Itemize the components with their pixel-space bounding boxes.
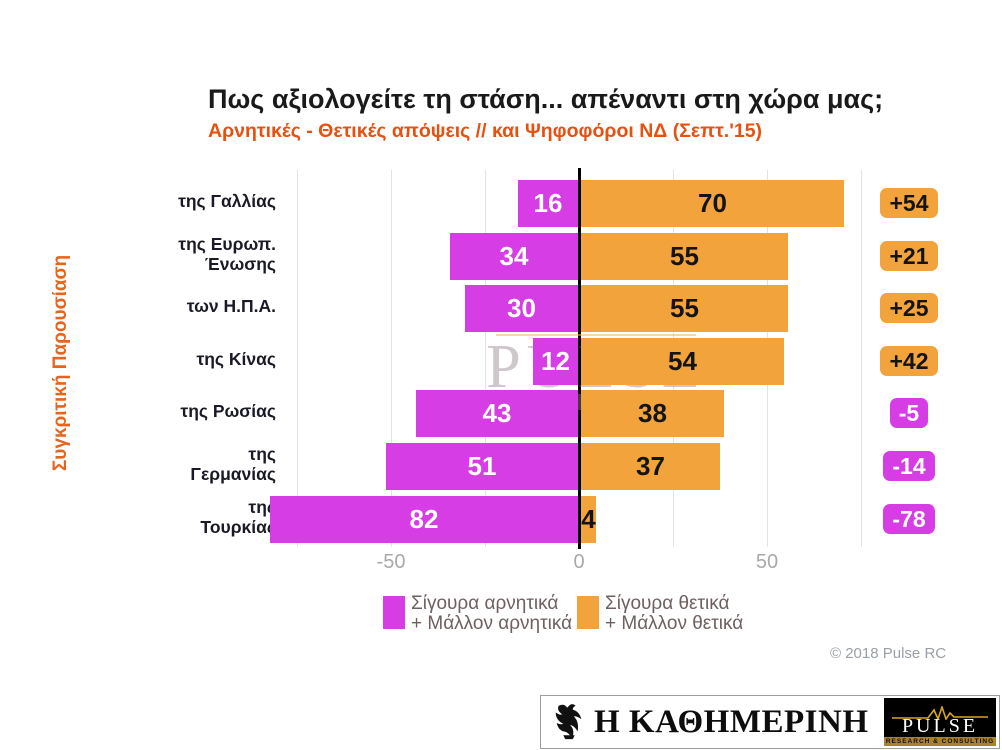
category-label: της Γερμανίας [190, 443, 276, 484]
bar-negative: 16 [518, 180, 578, 227]
page-subtitle: Αρνητικές - Θετικές απόψεις // και Ψηφοφ… [208, 120, 763, 142]
bar-value-positive: 70 [698, 188, 727, 218]
bar-positive: 55 [581, 285, 788, 332]
legend-label-negative: Σίγουρα αρνητικά + Μάλλον αρνητικά [411, 593, 573, 635]
bar-value-negative: 43 [482, 398, 512, 428]
x-tick-plus50: 50 [755, 551, 779, 573]
net-badge-cell: -5 [872, 396, 946, 430]
bar-value-negative: 30 [507, 293, 536, 323]
zero-axis-line [578, 168, 581, 549]
bar-positive: 38 [581, 390, 724, 437]
category-label: των Η.Π.Α. [186, 295, 276, 316]
bar-negative: 82 [270, 496, 578, 543]
category-label: της Τουρκίας [200, 496, 276, 537]
footer-logo-banner: Η ΚΑΘΗΜΕΡΙΝΗ PULSE RESEARCH & CONSULTING [540, 695, 1000, 749]
x-tick-minus50: -50 [376, 551, 406, 573]
bar-value-negative: 16 [533, 188, 563, 218]
net-badge: +25 [880, 292, 938, 324]
bar-value-positive: 38 [638, 398, 667, 428]
net-badge-cell: -78 [872, 502, 946, 536]
copyright-note: © 2018 Pulse RC [830, 645, 947, 662]
bar-positive: 37 [581, 443, 720, 490]
bar-value-negative: 12 [541, 346, 570, 376]
pulse-logo-subtext: RESEARCH & CONSULTING [884, 737, 996, 746]
legend-item-positive: Σίγουρα θετικά + Μάλλον θετικά [577, 593, 744, 635]
bar-positive: 55 [581, 233, 788, 280]
bar-value-positive: 54 [668, 346, 697, 376]
kathimerini-eagle-icon [555, 704, 582, 740]
net-badge: -14 [883, 450, 935, 482]
bar-positive: 70 [581, 180, 844, 227]
page-title: Πως αξιολογείτε τη στάση... απέναντι στη… [208, 84, 884, 114]
legend-swatch-positive [577, 596, 599, 629]
bar-negative: 43 [416, 390, 578, 437]
category-label: της Ρωσίας [180, 400, 276, 421]
bar-positive: 54 [581, 338, 784, 385]
bar-negative: 30 [465, 285, 578, 332]
pulse-waveform-icon [892, 706, 988, 720]
net-badge: -5 [889, 397, 929, 429]
bar-positive: 4 [581, 496, 596, 543]
net-badge-cell: +54 [872, 186, 946, 220]
pulse-logo-text: PULSE [901, 715, 979, 737]
bar-value-negative: 82 [409, 504, 439, 534]
category-label: της Ευρωπ. Ένωσης [178, 233, 276, 274]
bar-value-positive: 4 [581, 504, 596, 534]
bar-value-positive: 55 [670, 241, 699, 271]
net-badge: -78 [883, 503, 935, 535]
net-badge: +54 [880, 187, 938, 219]
legend-item-negative: Σίγουρα αρνητικά + Μάλλον αρνητικά [383, 593, 573, 635]
gridline [485, 170, 486, 547]
bar-value-positive: 55 [670, 293, 699, 323]
category-label: της Κίνας [196, 348, 276, 369]
bar-value-negative: 51 [467, 451, 497, 481]
bar-negative: 12 [533, 338, 578, 385]
legend-swatch-negative [383, 596, 405, 629]
net-badge-cell: +42 [872, 344, 946, 378]
net-badge-cell: +21 [872, 239, 946, 273]
gridline [391, 170, 392, 547]
gridline [297, 170, 298, 547]
net-badge-cell: +25 [872, 291, 946, 325]
pulse-logo: PULSE RESEARCH & CONSULTING [884, 698, 996, 746]
gridline [861, 170, 862, 547]
kathimerini-logo: Η ΚΑΘΗΜΕΡΙΝΗ [594, 703, 869, 740]
bar-negative: 51 [386, 443, 578, 490]
category-label: της Γαλλίας [178, 190, 276, 211]
bar-value-negative: 34 [499, 241, 529, 271]
bar-negative: 34 [450, 233, 578, 280]
net-badge-cell: -14 [872, 449, 946, 483]
legend-label-positive: Σίγουρα θετικά + Μάλλον θετικά [605, 593, 744, 635]
net-badge: +21 [880, 240, 938, 272]
net-badge: +42 [880, 345, 938, 377]
x-tick-zero: 0 [573, 551, 585, 573]
bar-value-positive: 37 [636, 451, 665, 481]
